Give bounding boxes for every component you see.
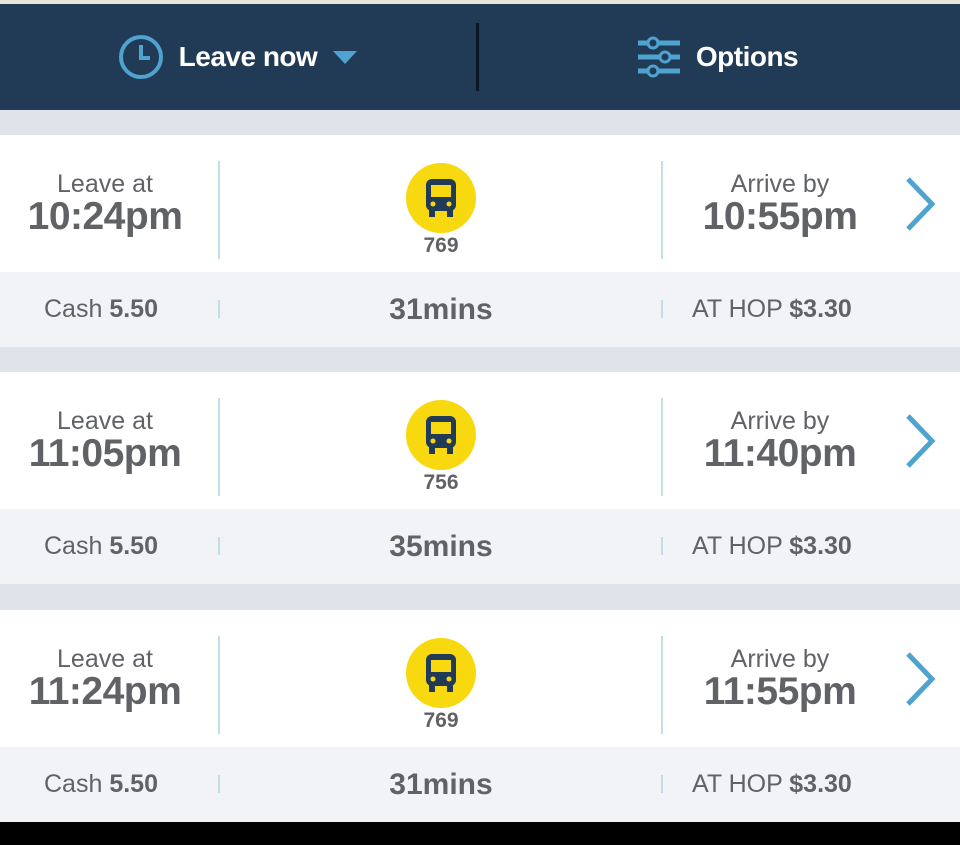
hop-fare: AT HOP $3.30: [692, 747, 852, 822]
cash-price: 5.50: [109, 295, 158, 323]
clock-icon: [118, 35, 163, 79]
options-button[interactable]: Options: [479, 4, 955, 110]
trip-summary[interactable]: Leave at 11:05pm 756 Arrive by 11:40pm: [0, 372, 960, 509]
separator: [0, 347, 960, 372]
arrive-time: 11:55pm: [703, 670, 857, 713]
chevron-right-icon[interactable]: [900, 650, 940, 708]
fare-row: Cash 5.50 35mins AT HOP $3.30: [0, 509, 960, 584]
trip-card[interactable]: Leave at 10:24pm 769 Arrive by 10:55pm C…: [0, 135, 960, 347]
chevron-right-icon[interactable]: [900, 175, 940, 233]
cash-fare: Cash 5.50: [44, 272, 158, 347]
hop-label: AT HOP: [692, 532, 783, 560]
divider: [218, 775, 220, 793]
separator: [0, 583, 960, 610]
bottom-bar: [0, 822, 960, 845]
trip-summary[interactable]: Leave at 10:24pm 769 Arrive by 10:55pm: [0, 135, 960, 272]
leave-block: Leave at 11:24pm: [0, 646, 210, 712]
hop-price: $3.30: [789, 770, 852, 798]
route-number: 769: [423, 709, 459, 732]
hop-label: AT HOP: [692, 770, 783, 798]
map-strip: [0, 0, 960, 4]
leave-now-dropdown[interactable]: Leave now: [0, 4, 476, 110]
caret-down-icon: [333, 51, 358, 64]
divider: [218, 300, 220, 318]
duration: 31mins: [389, 293, 493, 326]
header-bar: Leave now Options: [0, 4, 960, 110]
divider: [661, 775, 663, 793]
cash-label: Cash: [44, 295, 103, 323]
cash-price: 5.50: [109, 532, 158, 560]
sliders-icon: [637, 36, 680, 78]
leave-block: Leave at 11:05pm: [0, 408, 210, 474]
hop-price: $3.30: [789, 532, 852, 560]
chevron-right-icon[interactable]: [900, 412, 940, 470]
duration: 31mins: [389, 768, 493, 801]
divider: [661, 300, 663, 318]
cash-fare: Cash 5.50: [44, 747, 158, 822]
leave-label: Leave at: [57, 407, 153, 435]
trip-card[interactable]: Leave at 11:24pm 769 Arrive by 11:55pm C…: [0, 610, 960, 822]
cash-label: Cash: [44, 770, 103, 798]
duration: 35mins: [389, 530, 493, 563]
fare-row: Cash 5.50 31mins AT HOP $3.30: [0, 272, 960, 347]
divider: [661, 398, 663, 496]
leave-label: Leave at: [57, 645, 153, 673]
divider: [218, 398, 220, 496]
trip-card[interactable]: Leave at 11:05pm 756 Arrive by 11:40pm C…: [0, 372, 960, 584]
divider: [661, 636, 663, 734]
hop-fare: AT HOP $3.30: [692, 509, 852, 584]
arrive-label: Arrive by: [730, 645, 830, 673]
leave-block: Leave at 10:24pm: [0, 171, 210, 237]
leave-now-label: Leave now: [178, 41, 318, 72]
leave-time: 11:24pm: [28, 670, 182, 713]
trip-summary[interactable]: Leave at 11:24pm 769 Arrive by 11:55pm: [0, 610, 960, 747]
divider: [218, 636, 220, 734]
separator: [0, 110, 960, 135]
route-number: 756: [423, 471, 459, 494]
fare-row: Cash 5.50 31mins AT HOP $3.30: [0, 747, 960, 822]
divider: [218, 537, 220, 555]
divider: [661, 161, 663, 259]
arrive-block: Arrive by 11:55pm: [680, 646, 880, 712]
cash-price: 5.50: [109, 770, 158, 798]
divider: [661, 537, 663, 555]
arrive-label: Arrive by: [730, 407, 830, 435]
hop-label: AT HOP: [692, 295, 783, 323]
divider: [218, 161, 220, 259]
cash-label: Cash: [44, 532, 103, 560]
arrive-time: 10:55pm: [702, 195, 858, 238]
leave-label: Leave at: [57, 170, 153, 198]
leave-time: 11:05pm: [28, 432, 182, 475]
arrive-block: Arrive by 10:55pm: [680, 171, 880, 237]
arrive-label: Arrive by: [730, 170, 830, 198]
hop-price: $3.30: [789, 295, 852, 323]
bus-badge: [406, 400, 476, 470]
bus-icon: [426, 179, 456, 217]
bus-icon: [426, 416, 456, 454]
leave-time: 10:24pm: [27, 195, 183, 238]
arrive-time: 11:40pm: [703, 432, 857, 475]
arrive-block: Arrive by 11:40pm: [680, 408, 880, 474]
bus-badge: [406, 638, 476, 708]
bus-badge: [406, 163, 476, 233]
route-number: 769: [423, 234, 459, 257]
hop-fare: AT HOP $3.30: [692, 272, 852, 347]
header-divider: [476, 23, 479, 91]
cash-fare: Cash 5.50: [44, 509, 158, 584]
options-label: Options: [695, 41, 799, 72]
bus-icon: [426, 654, 456, 692]
